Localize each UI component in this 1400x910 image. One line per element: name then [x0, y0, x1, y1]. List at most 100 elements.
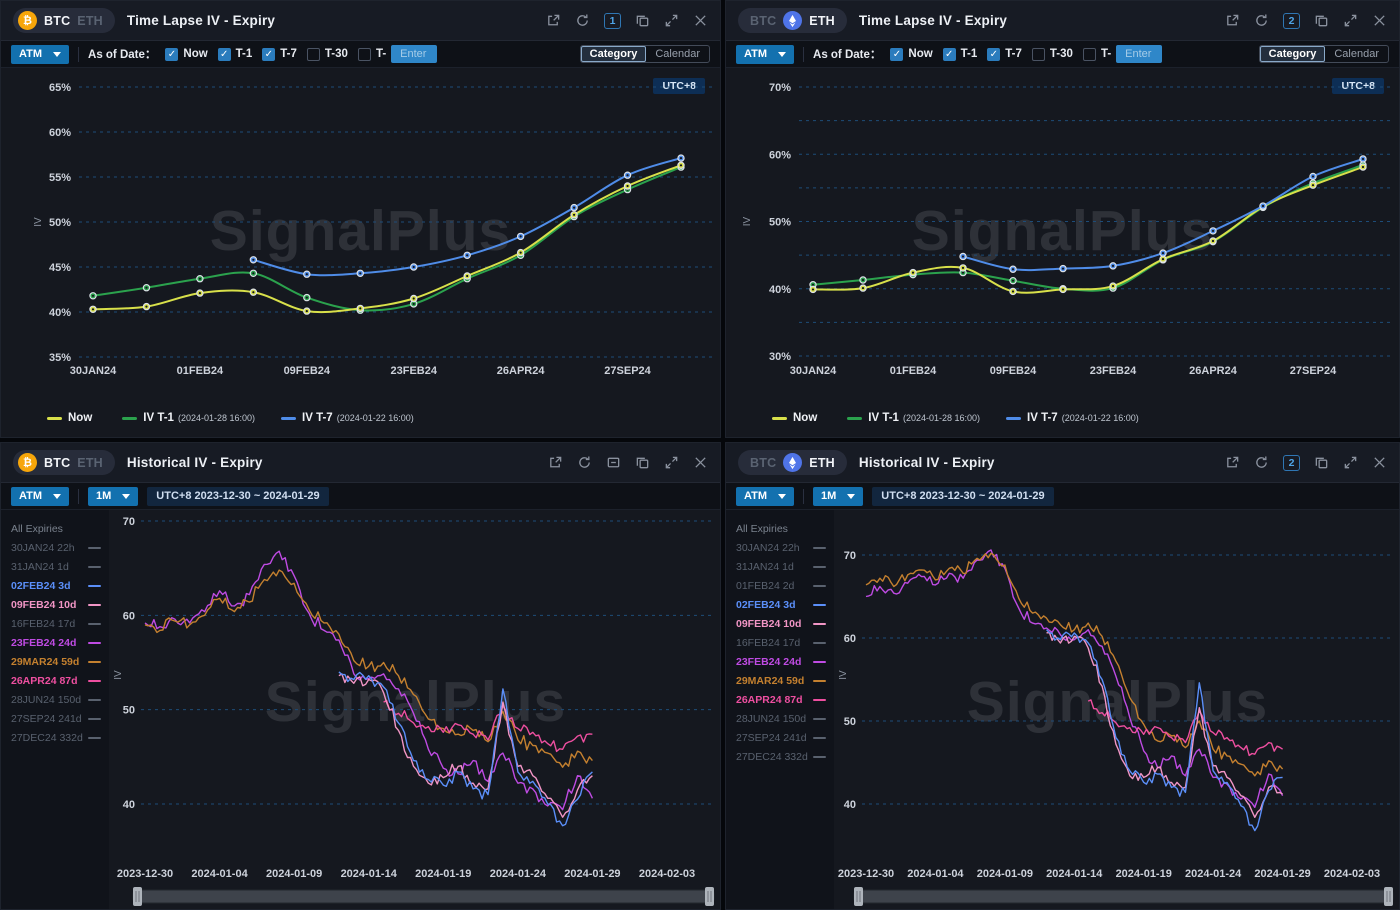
- coin-btc[interactable]: BTC: [44, 13, 71, 28]
- series-23FEB2424d[interactable]: [865, 549, 1284, 808]
- refresh-icon[interactable]: [1254, 455, 1269, 470]
- expiry-item[interactable]: 28JUN24 150d: [736, 709, 826, 728]
- series-Now[interactable]: [92, 164, 682, 314]
- coin-toggle[interactable]: ₿ BTC ETH: [13, 8, 115, 33]
- open-in-new-icon[interactable]: [1225, 13, 1240, 28]
- btc-timelapse-chart[interactable]: 65% 60% 55% 50% 45% 40% 35% IV 30JAN24 01FEB24 09F…: [1, 68, 721, 398]
- checkbox-checked-icon[interactable]: ✓: [262, 47, 276, 61]
- expand-icon[interactable]: [1343, 13, 1358, 28]
- expand-icon[interactable]: [664, 455, 679, 470]
- tab-count-badge[interactable]: 2: [1283, 454, 1300, 471]
- expiry-item[interactable]: 09FEB24 10d: [736, 614, 826, 633]
- expiry-item[interactable]: 29MAR24 59d: [11, 652, 101, 671]
- series-26APR2487d[interactable]: [383, 699, 593, 753]
- coin-toggle[interactable]: ₿ BTC ETH: [13, 450, 115, 475]
- checkbox-checked-icon[interactable]: ✓: [217, 47, 231, 61]
- coin-toggle[interactable]: BTC ETH: [738, 8, 847, 33]
- checkbox-unchecked-icon[interactable]: [1031, 47, 1045, 61]
- checkbox-checked-icon[interactable]: ✓: [942, 47, 956, 61]
- tab-category[interactable]: Category: [1259, 46, 1326, 62]
- refresh-icon[interactable]: [575, 13, 590, 28]
- strike-dropdown[interactable]: ATM: [11, 486, 70, 506]
- expiry-item[interactable]: 02FEB24 3d: [11, 576, 101, 595]
- asof-checkbox-t[interactable]: T-: [1082, 47, 1111, 61]
- coin-eth[interactable]: ETH: [77, 13, 103, 28]
- duplicate-icon[interactable]: [1314, 455, 1329, 470]
- duplicate-icon[interactable]: [1314, 13, 1329, 28]
- legend-item[interactable]: Now: [47, 412, 96, 424]
- asof-checkbox-t30[interactable]: T-30: [306, 47, 348, 61]
- tab-calendar[interactable]: Calendar: [1334, 48, 1379, 60]
- asof-checkbox-t1[interactable]: ✓ T-1: [942, 47, 977, 61]
- expiry-item[interactable]: 01FEB24 2d: [736, 576, 826, 595]
- tab-count-badge[interactable]: 1: [604, 12, 621, 29]
- datazoom-track[interactable]: [132, 889, 715, 904]
- asof-checkbox-t7[interactable]: ✓ T-7: [262, 47, 297, 61]
- datazoom-slider[interactable]: [132, 887, 715, 906]
- coin-toggle[interactable]: BTC ETH: [738, 450, 847, 475]
- period-dropdown[interactable]: 1M: [813, 486, 864, 506]
- asof-checkbox-t[interactable]: T-: [357, 47, 386, 61]
- series-09FEB2410d[interactable]: [338, 673, 593, 818]
- expiry-item[interactable]: 30JAN24 22h: [736, 538, 826, 557]
- open-in-new-icon[interactable]: [548, 455, 563, 470]
- close-icon[interactable]: [693, 455, 708, 470]
- expiry-item[interactable]: 27SEP24 241d: [736, 728, 826, 747]
- expiry-item[interactable]: 02FEB24 3d: [736, 595, 826, 614]
- series-29MAR2459d[interactable]: [144, 569, 593, 768]
- btc-historical-chart[interactable]: 70 60 50 40 IV 2023-12-30 2024-01-04 2024-01-09…: [109, 510, 721, 910]
- expiry-item[interactable]: 16FEB24 17d: [11, 614, 101, 633]
- open-in-new-icon[interactable]: [546, 13, 561, 28]
- date-range[interactable]: UTC+8 2023-12-30 ~ 2024-01-29: [872, 486, 1054, 506]
- datazoom-handle[interactable]: [1384, 887, 1393, 906]
- datazoom-slider[interactable]: [853, 887, 1394, 906]
- expiry-item[interactable]: 27DEC24 332d: [11, 728, 101, 747]
- expiry-item[interactable]: 16FEB24 17d: [736, 633, 826, 652]
- asof-checkbox-t30[interactable]: T-30: [1031, 47, 1073, 61]
- period-dropdown[interactable]: 1M: [88, 486, 139, 506]
- expiry-item[interactable]: 29MAR24 59d: [736, 671, 826, 690]
- series-23FEB2424d[interactable]: [144, 550, 594, 811]
- expiry-item[interactable]: 31JAN24 1d: [11, 557, 101, 576]
- legend-item[interactable]: IV T-7 (2024-01-22 16:00): [1006, 412, 1139, 424]
- legend-item[interactable]: Now: [772, 412, 821, 424]
- expiry-item[interactable]: 31JAN24 1d: [736, 557, 826, 576]
- coin-btc[interactable]: BTC: [44, 455, 71, 470]
- coin-eth[interactable]: ETH: [77, 455, 103, 470]
- open-in-new-icon[interactable]: [1225, 455, 1240, 470]
- strike-dropdown[interactable]: ATM: [11, 44, 70, 64]
- duplicate-icon[interactable]: [635, 455, 650, 470]
- strike-dropdown[interactable]: ATM: [736, 486, 795, 506]
- expand-icon[interactable]: [664, 13, 679, 28]
- checkbox-unchecked-icon[interactable]: [1082, 47, 1096, 61]
- asof-checkbox-now[interactable]: ✓ Now: [165, 47, 208, 61]
- expiry-item[interactable]: 26APR24 87d: [11, 671, 101, 690]
- expand-icon[interactable]: [1343, 455, 1358, 470]
- legend-item[interactable]: IV T-1 (2024-01-28 16:00): [847, 412, 980, 424]
- refresh-icon[interactable]: [1254, 13, 1269, 28]
- duplicate-icon[interactable]: [635, 13, 650, 28]
- date-range[interactable]: UTC+8 2023-12-30 ~ 2024-01-29: [147, 486, 329, 506]
- close-icon[interactable]: [693, 13, 708, 28]
- checkbox-checked-icon[interactable]: ✓: [165, 47, 179, 61]
- coin-btc[interactable]: BTC: [750, 455, 777, 470]
- custom-date-input[interactable]: Enter: [1116, 45, 1163, 63]
- expiry-item[interactable]: 23FEB24 24d: [736, 652, 826, 671]
- checkbox-checked-icon[interactable]: ✓: [987, 47, 1001, 61]
- close-icon[interactable]: [1372, 13, 1387, 28]
- asof-checkbox-t1[interactable]: ✓ T-1: [217, 47, 252, 61]
- eth-timelapse-chart[interactable]: 70% 60% 50% 40% 30% IV 30JAN24 01FEB24 09FEB24 23…: [726, 68, 1400, 398]
- expiry-item[interactable]: 26APR24 87d: [736, 690, 826, 709]
- eth-historical-chart[interactable]: 70 60 50 40 IV 2023-12-30 2024-01-04 2024-01-09…: [834, 510, 1400, 910]
- datazoom-handle[interactable]: [133, 887, 142, 906]
- asof-checkbox-now[interactable]: ✓ Now: [890, 47, 933, 61]
- datazoom-handle[interactable]: [705, 887, 714, 906]
- custom-date-input[interactable]: Enter: [391, 45, 438, 63]
- series-IVT-12024-01-281600[interactable]: [812, 164, 1364, 292]
- series-02FEB243d[interactable]: [338, 671, 593, 827]
- series-02FEB243d[interactable]: [1045, 629, 1283, 832]
- tab-category[interactable]: Category: [580, 46, 647, 62]
- checkbox-checked-icon[interactable]: ✓: [890, 47, 904, 61]
- close-icon[interactable]: [1372, 455, 1387, 470]
- datazoom-handle[interactable]: [854, 887, 863, 906]
